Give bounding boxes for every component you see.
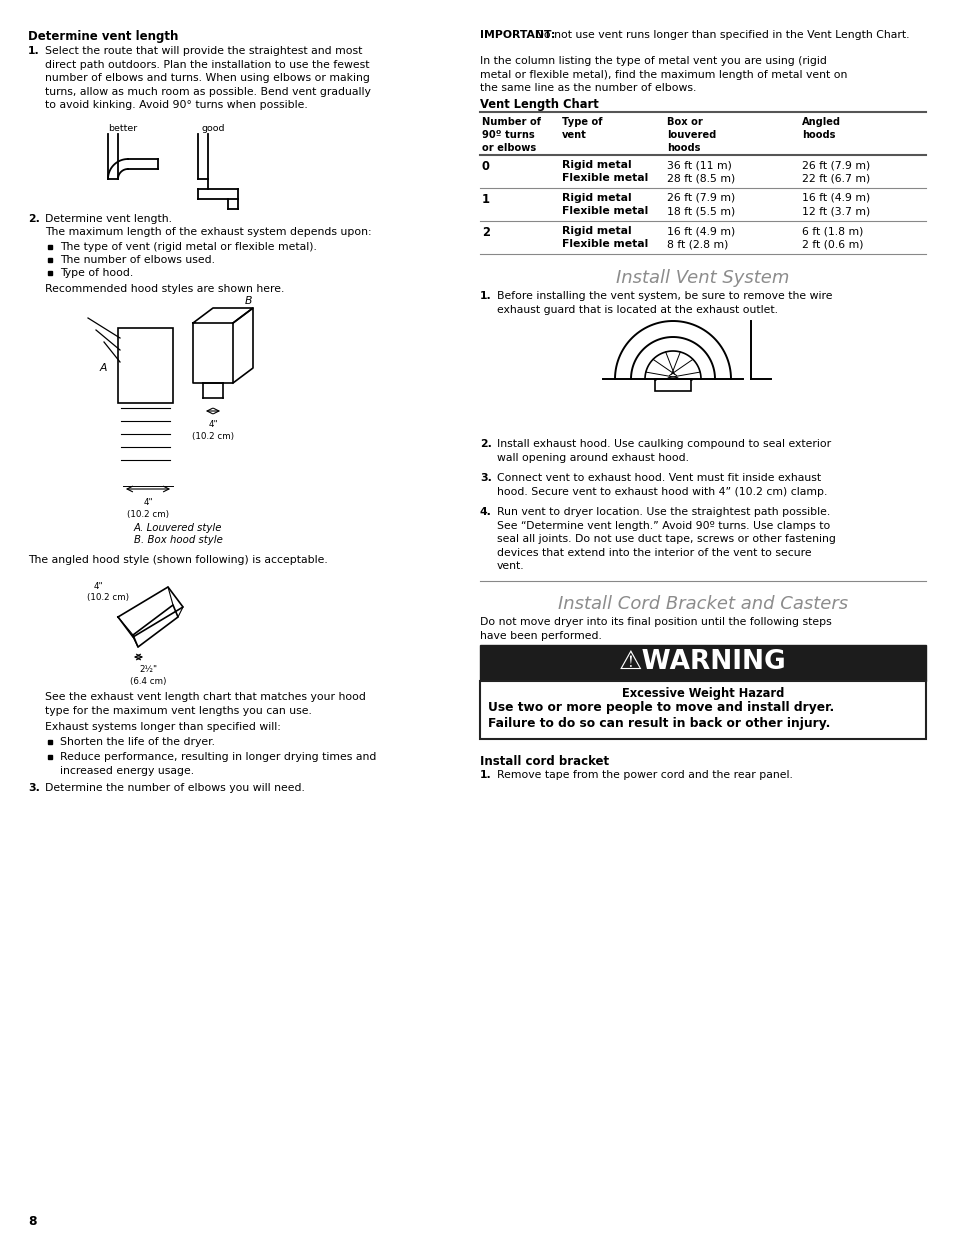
Text: (6.4 cm): (6.4 cm) [130, 677, 166, 685]
Text: A. Louvered style: A. Louvered style [133, 522, 222, 534]
Text: B. Box hood style: B. Box hood style [133, 535, 222, 545]
Text: 3.: 3. [28, 783, 40, 793]
Text: 4.: 4. [479, 508, 492, 517]
Text: Number of
90º turns
or elbows: Number of 90º turns or elbows [481, 117, 540, 153]
Text: Shorten the life of the dryer.: Shorten the life of the dryer. [60, 737, 214, 747]
Text: Rigid metal
Flexible metal: Rigid metal Flexible metal [561, 193, 648, 216]
Bar [479, 680, 925, 739]
Text: Type of
vent: Type of vent [561, 117, 602, 141]
Text: ⚠WARNING: ⚠WARNING [618, 650, 786, 676]
Text: 36 ft (11 m)
28 ft (8.5 m): 36 ft (11 m) 28 ft (8.5 m) [666, 161, 735, 183]
Text: (10.2 cm): (10.2 cm) [127, 510, 169, 519]
Text: In the column listing the type of metal vent you are using (rigid
metal or flexi: In the column listing the type of metal … [479, 56, 846, 93]
Text: 2½": 2½" [139, 664, 157, 674]
Text: 1.: 1. [28, 46, 40, 56]
Text: Exhaust systems longer than specified will:: Exhaust systems longer than specified wi… [45, 722, 280, 732]
Text: good: good [201, 124, 225, 133]
Text: 1.: 1. [479, 291, 491, 301]
Text: Type of hood.: Type of hood. [60, 268, 133, 278]
Text: Recommended hood styles are shown here.: Recommended hood styles are shown here. [45, 284, 284, 294]
Text: 6 ft (1.8 m)
2 ft (0.6 m): 6 ft (1.8 m) 2 ft (0.6 m) [801, 226, 862, 249]
Text: The angled hood style (shown following) is acceptable.: The angled hood style (shown following) … [28, 555, 328, 564]
Text: Remove tape from the power cord and the rear panel.: Remove tape from the power cord and the … [497, 769, 792, 781]
Text: IMPORTANT:: IMPORTANT: [479, 30, 555, 40]
Text: B: B [244, 296, 252, 306]
Text: 4": 4" [93, 582, 103, 592]
Text: Do not use vent runs longer than specified in the Vent Length Chart.: Do not use vent runs longer than specifi… [532, 30, 908, 40]
Text: Rigid metal
Flexible metal: Rigid metal Flexible metal [561, 226, 648, 249]
Text: Angled
hoods: Angled hoods [801, 117, 841, 141]
Text: Determine vent length.: Determine vent length. [45, 214, 172, 224]
Text: Install Vent System: Install Vent System [616, 269, 789, 287]
Text: Install cord bracket: Install cord bracket [479, 755, 608, 768]
Text: Rigid metal
Flexible metal: Rigid metal Flexible metal [561, 161, 648, 183]
Text: Determine the number of elbows you will need.: Determine the number of elbows you will … [45, 783, 305, 793]
Text: 2.: 2. [479, 438, 492, 450]
Text: 3.: 3. [479, 473, 492, 483]
Text: Reduce performance, resulting in longer drying times and
increased energy usage.: Reduce performance, resulting in longer … [60, 752, 376, 776]
Text: See the exhaust vent length chart that matches your hood
type for the maximum ve: See the exhaust vent length chart that m… [45, 692, 366, 715]
Text: better: better [109, 124, 137, 133]
Text: Vent Length Chart: Vent Length Chart [479, 98, 598, 111]
Text: (10.2 cm): (10.2 cm) [192, 432, 233, 441]
Text: 26 ft (7.9 m)
18 ft (5.5 m): 26 ft (7.9 m) 18 ft (5.5 m) [666, 193, 735, 216]
Text: Do not move dryer into its final position until the following steps
have been pe: Do not move dryer into its final positio… [479, 618, 831, 641]
Text: 4": 4" [143, 498, 152, 508]
Text: Box or
louvered
hoods: Box or louvered hoods [666, 117, 716, 153]
Bar [655, 379, 690, 391]
Text: The maximum length of the exhaust system depends upon:: The maximum length of the exhaust system… [45, 227, 372, 237]
Text: 16 ft (4.9 m)
8 ft (2.8 m): 16 ft (4.9 m) 8 ft (2.8 m) [666, 226, 735, 249]
Text: 2.: 2. [28, 214, 40, 224]
Text: 2: 2 [481, 226, 490, 240]
Text: The type of vent (rigid metal or flexible metal).: The type of vent (rigid metal or flexibl… [60, 242, 316, 252]
Text: Excessive Weight Hazard: Excessive Weight Hazard [621, 687, 783, 700]
Text: 1: 1 [481, 193, 490, 206]
Text: 8: 8 [28, 1215, 36, 1228]
Text: 4": 4" [208, 420, 217, 429]
Text: Determine vent length: Determine vent length [28, 30, 178, 43]
Text: 26 ft (7.9 m)
22 ft (6.7 m): 26 ft (7.9 m) 22 ft (6.7 m) [801, 161, 869, 183]
Text: 16 ft (4.9 m)
12 ft (3.7 m): 16 ft (4.9 m) 12 ft (3.7 m) [801, 193, 869, 216]
Text: 0: 0 [481, 161, 489, 173]
Text: The number of elbows used.: The number of elbows used. [60, 254, 214, 266]
Text: Before installing the vent system, be sure to remove the wire
exhaust guard that: Before installing the vent system, be su… [497, 291, 832, 315]
Text: (10.2 cm): (10.2 cm) [87, 593, 129, 601]
Text: 1.: 1. [479, 769, 491, 781]
Text: Install exhaust hood. Use caulking compound to seal exterior
wall opening around: Install exhaust hood. Use caulking compo… [497, 438, 830, 463]
Text: Run vent to dryer location. Use the straightest path possible.
See “Determine ve: Run vent to dryer location. Use the stra… [497, 508, 835, 572]
Text: Select the route that will provide the straightest and most
direct path outdoors: Select the route that will provide the s… [45, 46, 371, 110]
Text: Use two or more people to move and install dryer.: Use two or more people to move and insta… [488, 701, 833, 714]
Bar [118, 329, 172, 403]
Text: Connect vent to exhaust hood. Vent must fit inside exhaust
hood. Secure vent to : Connect vent to exhaust hood. Vent must … [497, 473, 826, 496]
Text: A: A [99, 363, 107, 373]
Text: Failure to do so can result in back or other injury.: Failure to do so can result in back or o… [488, 718, 829, 730]
Bar [479, 645, 925, 680]
Text: Install Cord Bracket and Casters: Install Cord Bracket and Casters [558, 595, 847, 613]
